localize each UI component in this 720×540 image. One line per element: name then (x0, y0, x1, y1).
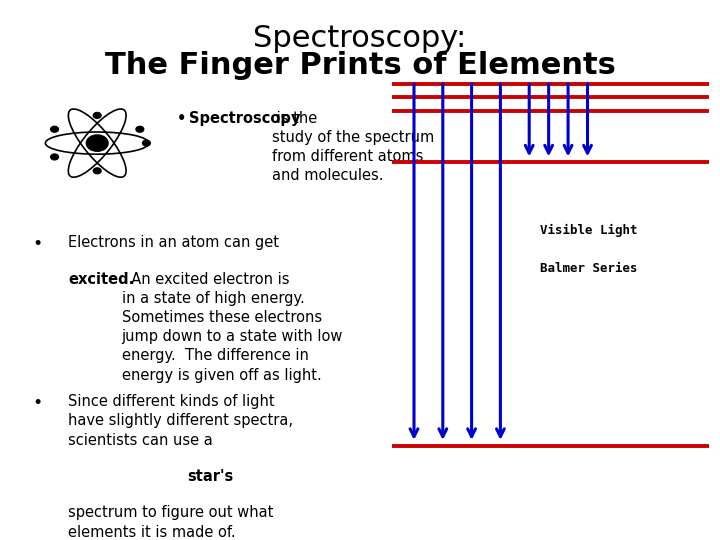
Text: •: • (32, 394, 42, 412)
Circle shape (143, 140, 150, 146)
Text: Visible Light: Visible Light (540, 224, 637, 237)
Text: Spectroscopy: Spectroscopy (189, 111, 301, 126)
Text: is the
study of the spectrum
from different atoms
and molecules.: is the study of the spectrum from differ… (272, 111, 434, 183)
Text: •: • (176, 111, 186, 126)
Text: •: • (32, 235, 42, 253)
Circle shape (50, 154, 58, 160)
Text: excited.: excited. (68, 272, 135, 287)
Circle shape (94, 168, 101, 174)
Text: An excited electron is
in a state of high energy.
Sometimes these electrons
jump: An excited electron is in a state of hig… (122, 272, 343, 383)
Circle shape (136, 126, 144, 132)
Text: Electrons in an atom can get: Electrons in an atom can get (68, 235, 279, 250)
Text: Balmer Series: Balmer Series (540, 262, 637, 275)
Text: Since different kinds of light
have slightly different spectra,
scientists can u: Since different kinds of light have slig… (68, 394, 294, 448)
Text: spectrum to figure out what
elements it is made of.: spectrum to figure out what elements it … (68, 505, 274, 539)
Text: star's: star's (187, 469, 233, 484)
Circle shape (86, 135, 108, 151)
Circle shape (94, 112, 101, 118)
Text: The Finger Prints of Elements: The Finger Prints of Elements (104, 51, 616, 80)
Text: Spectroscopy:: Spectroscopy: (253, 24, 467, 53)
Circle shape (50, 126, 58, 132)
